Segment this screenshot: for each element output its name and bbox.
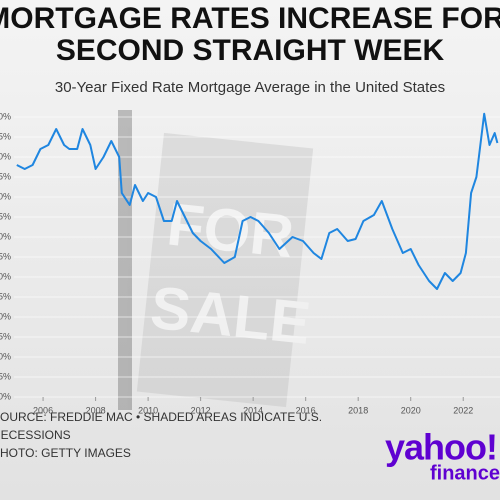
x-tick-label: 2022: [453, 405, 473, 415]
y-tick-label: 0.0%: [0, 391, 11, 401]
svg-text:SALE: SALE: [147, 274, 313, 357]
source-note: PHOTO: GETTY IMAGES: [0, 446, 131, 460]
logo: yahoo!: [385, 427, 497, 468]
y-tick-label: 7.0%: [0, 111, 11, 121]
x-tick-label: 2018: [348, 405, 368, 415]
logo: finance: [430, 462, 500, 484]
x-tick-label: 2020: [401, 405, 421, 415]
y-tick-label: 3.0%: [0, 271, 11, 281]
y-tick-label: 5.0%: [0, 191, 11, 201]
x-tick-label: 2012: [191, 405, 211, 415]
y-tick-label: 6.5%: [0, 131, 11, 141]
x-tick-label: 2006: [33, 405, 53, 415]
y-tick-label: 3.5%: [0, 251, 11, 261]
y-tick-label: 0.5%: [0, 371, 11, 381]
y-tick-label: 2.0%: [0, 311, 11, 321]
y-tick-label: 4.0%: [0, 231, 11, 241]
source-note: RECESSIONS: [0, 428, 71, 442]
y-tick-label: 5.5%: [0, 171, 11, 181]
y-tick-label: 4.5%: [0, 211, 11, 221]
y-tick-label: 2.5%: [0, 291, 11, 301]
y-tick-label: 6.0%: [0, 151, 11, 161]
source-note: SOURCE: FREDDIE MAC • SHADED AREAS INDIC…: [0, 410, 322, 424]
chart-title: SECOND STRAIGHT WEEK: [56, 34, 445, 67]
x-tick-label: 2014: [243, 405, 263, 415]
chart-title: MORTGAGE RATES INCREASE FOR: [0, 2, 500, 35]
background-photo: FOR SALE: [118, 110, 314, 410]
x-tick-label: 2016: [296, 405, 316, 415]
chart-subtitle: 30-Year Fixed Rate Mortgage Average in t…: [55, 79, 445, 96]
y-tick-label: 1.5%: [0, 331, 11, 341]
x-tick-label: 2010: [138, 405, 158, 415]
line-series: [16, 112, 499, 290]
x-tick-label: 2008: [86, 405, 106, 415]
y-tick-label: 1.0%: [0, 351, 11, 361]
